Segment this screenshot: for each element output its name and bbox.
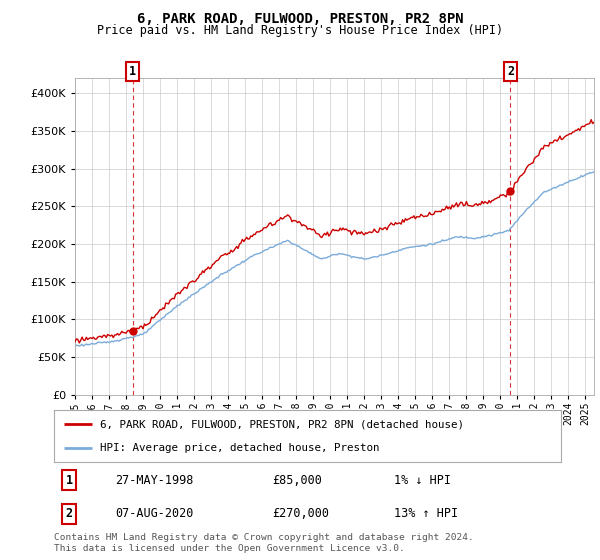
- Text: 2: 2: [65, 507, 73, 520]
- Text: 2: 2: [507, 66, 514, 78]
- Text: 1: 1: [65, 474, 73, 487]
- Text: 27-MAY-1998: 27-MAY-1998: [115, 474, 193, 487]
- Text: 1% ↓ HPI: 1% ↓ HPI: [394, 474, 451, 487]
- Text: £85,000: £85,000: [272, 474, 322, 487]
- Text: 13% ↑ HPI: 13% ↑ HPI: [394, 507, 458, 520]
- Text: 6, PARK ROAD, FULWOOD, PRESTON, PR2 8PN: 6, PARK ROAD, FULWOOD, PRESTON, PR2 8PN: [137, 12, 463, 26]
- Text: £270,000: £270,000: [272, 507, 329, 520]
- Text: Contains HM Land Registry data © Crown copyright and database right 2024.
This d: Contains HM Land Registry data © Crown c…: [54, 533, 474, 553]
- Text: 07-AUG-2020: 07-AUG-2020: [115, 507, 193, 520]
- Text: 6, PARK ROAD, FULWOOD, PRESTON, PR2 8PN (detached house): 6, PARK ROAD, FULWOOD, PRESTON, PR2 8PN …: [100, 419, 464, 430]
- Text: HPI: Average price, detached house, Preston: HPI: Average price, detached house, Pres…: [100, 443, 379, 453]
- Text: Price paid vs. HM Land Registry's House Price Index (HPI): Price paid vs. HM Land Registry's House …: [97, 24, 503, 37]
- Text: 1: 1: [129, 66, 136, 78]
